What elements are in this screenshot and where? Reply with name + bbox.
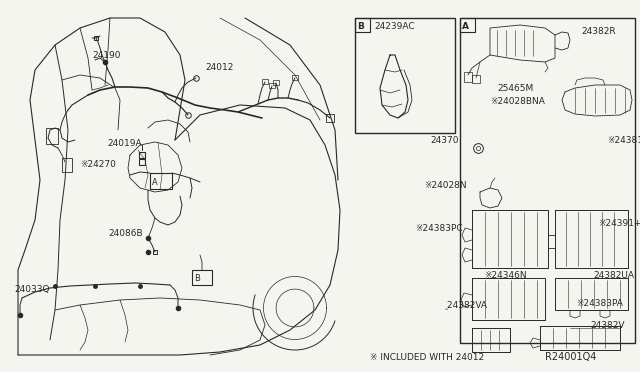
Text: ※ INCLUDED WITH 24012: ※ INCLUDED WITH 24012: [370, 353, 484, 362]
Text: 24239AC: 24239AC: [374, 22, 415, 31]
Text: ※24391+A: ※24391+A: [598, 219, 640, 228]
Text: R24001Q4: R24001Q4: [545, 352, 596, 362]
Bar: [472, 75, 480, 83]
Bar: [273, 80, 279, 85]
Text: ※24346N: ※24346N: [484, 271, 527, 280]
Bar: [192, 270, 212, 285]
Bar: [460, 18, 635, 343]
Bar: [355, 18, 370, 32]
Text: 24086B: 24086B: [108, 229, 143, 238]
Bar: [464, 72, 472, 82]
Bar: [150, 173, 172, 189]
Text: 24190: 24190: [92, 51, 120, 60]
Bar: [460, 18, 475, 32]
Text: 25465M: 25465M: [497, 84, 533, 93]
Text: 24370: 24370: [430, 136, 458, 145]
Text: 24033Q: 24033Q: [14, 285, 49, 294]
Bar: [292, 75, 298, 80]
Text: ※24028BNA: ※24028BNA: [490, 97, 545, 106]
Text: A: A: [462, 22, 469, 31]
Text: A: A: [152, 178, 157, 187]
Bar: [46, 128, 58, 144]
Text: ※24270: ※24270: [80, 160, 116, 169]
Bar: [62, 158, 72, 172]
Text: ※24028N: ※24028N: [424, 181, 467, 190]
Text: 24012: 24012: [205, 63, 234, 72]
Text: B: B: [357, 22, 364, 31]
Text: ‸24382VA: ‸24382VA: [445, 301, 488, 310]
Bar: [355, 18, 455, 133]
Text: ※24383PC: ※24383PC: [415, 224, 463, 233]
Text: 24382R: 24382R: [581, 27, 616, 36]
Text: ※24381: ※24381: [607, 136, 640, 145]
Text: 24019A: 24019A: [107, 139, 141, 148]
Text: 24382UA: 24382UA: [593, 271, 634, 280]
Text: B: B: [194, 274, 200, 283]
Bar: [269, 83, 275, 88]
Text: 24382V: 24382V: [590, 321, 625, 330]
Bar: [262, 79, 268, 84]
Bar: [326, 114, 334, 122]
Text: ※24383PA: ※24383PA: [576, 299, 623, 308]
